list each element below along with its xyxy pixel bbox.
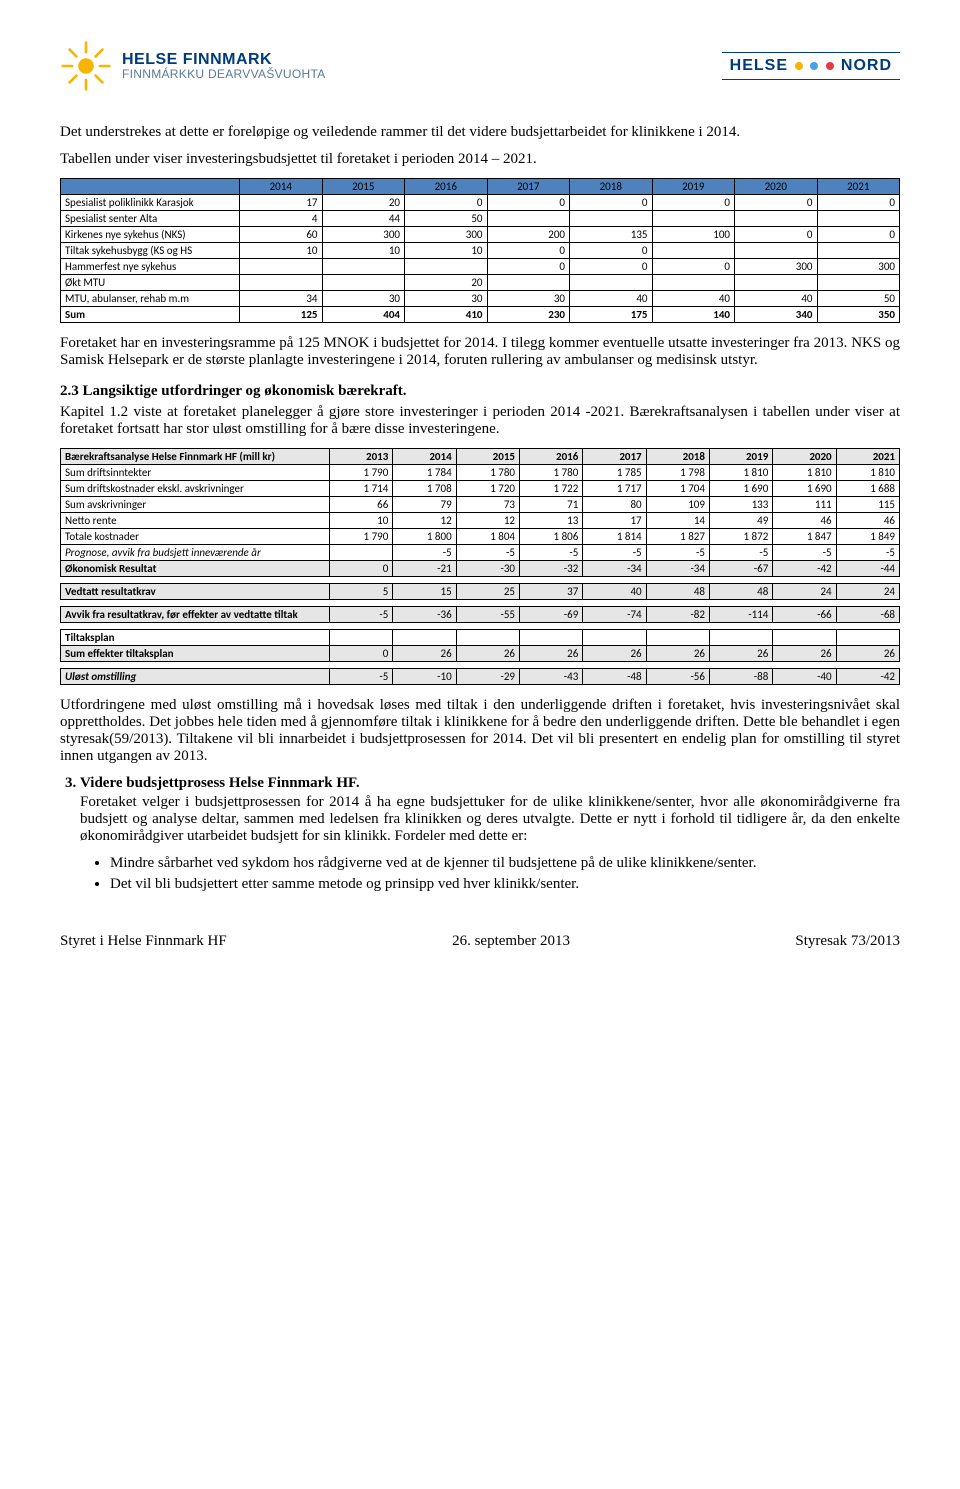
heading-2-3: 2.3 Langsiktige utfordringer og økonomis…	[60, 383, 900, 400]
footer-left: Styret i Helse Finnmark HF	[60, 933, 227, 950]
bullet-item: Mindre sårbarhet ved sykdom hos rådgiver…	[110, 855, 900, 872]
dots-icon	[794, 57, 835, 75]
section-3-title: Videre budsjettprosess Helse Finnmark HF…	[80, 775, 360, 791]
paragraph-after-t2: Utfordringene med uløst omstilling må i …	[60, 697, 900, 765]
brand-right-a: HELSE	[730, 57, 788, 75]
section-3-bullets: Mindre sårbarhet ved sykdom hos rådgiver…	[80, 855, 900, 893]
brand-subtitle: FINNMÁRKKU DEARVVAŠVUOHTA	[122, 68, 326, 81]
paragraph-2-3: Kapitel 1.2 viste at foretaket planelegg…	[60, 404, 900, 438]
page-footer: Styret i Helse Finnmark HF 26. september…	[60, 933, 900, 950]
paragraph-intro-1: Det understrekes at dette er foreløpige …	[60, 124, 900, 141]
footer-center: 26. september 2013	[452, 933, 570, 950]
sustainability-table: Bærekraftsanalyse Helse Finnmark HF (mil…	[60, 448, 900, 685]
footer-right: Styresak 73/2013	[795, 933, 900, 950]
page-header: HELSE FINNMARK FINNMÁRKKU DEARVVAŠVUOHTA…	[60, 40, 900, 100]
bullet-item: Det vil bli budsjettert etter samme meto…	[110, 876, 900, 893]
brand-title: HELSE FINNMARK	[122, 51, 326, 69]
logo-right: HELSE NORD	[722, 52, 900, 80]
investment-table: 20142015201620172018201920202021 Spesial…	[60, 178, 900, 323]
brand-right-b: NORD	[841, 57, 892, 75]
section-3-body: Foretaket velger i budsjettprosessen for…	[80, 794, 900, 845]
numbered-section-3: Videre budsjettprosess Helse Finnmark HF…	[60, 775, 900, 893]
paragraph-after-t1: Foretaket har en investeringsramme på 12…	[60, 335, 900, 369]
logo-left: HELSE FINNMARK FINNMÁRKKU DEARVVAŠVUOHTA	[60, 40, 326, 92]
sun-icon	[60, 40, 112, 92]
paragraph-intro-2: Tabellen under viser investeringsbudsjet…	[60, 151, 900, 168]
